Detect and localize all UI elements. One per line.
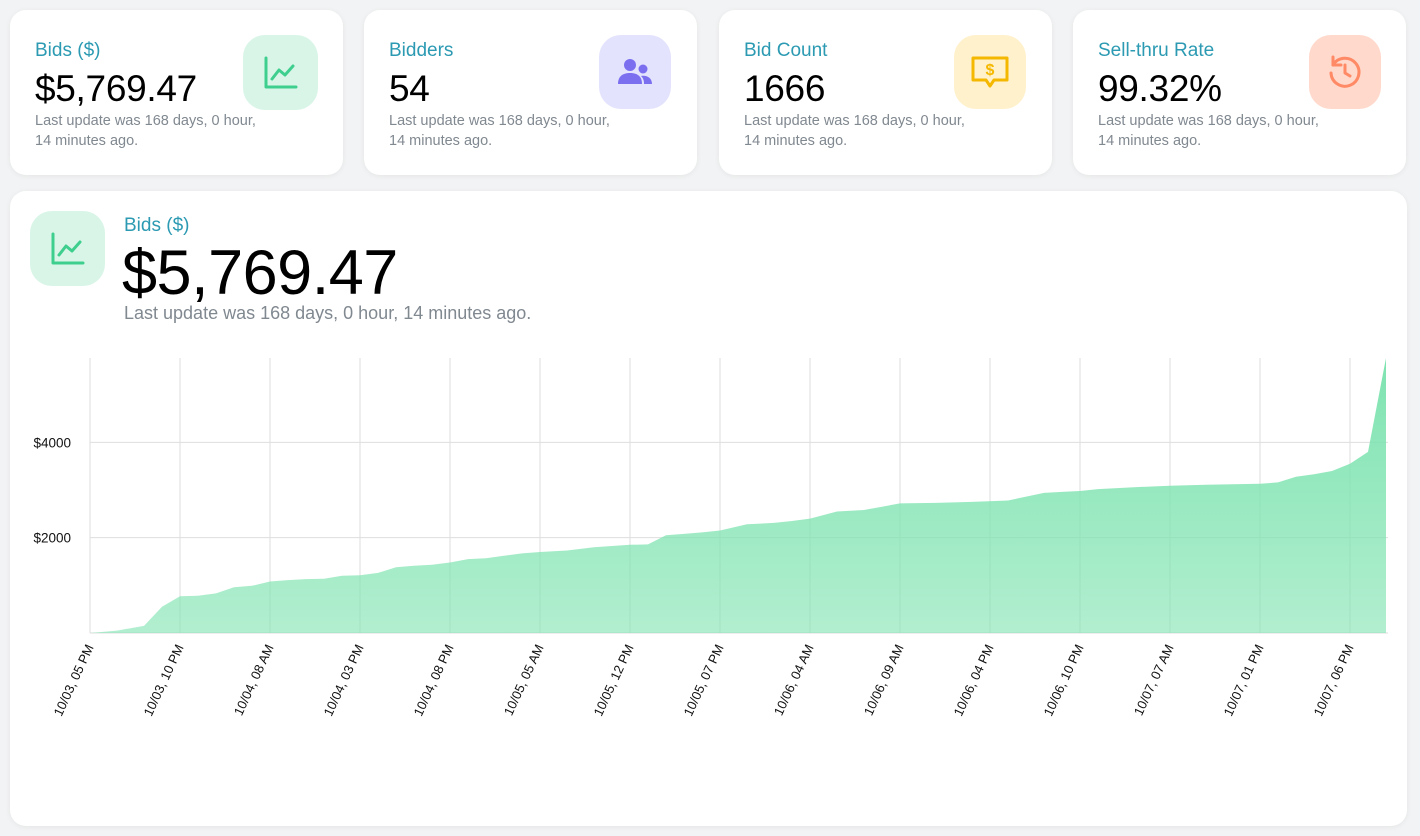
bid-count-stat-note: Last update was 168 days, 0 hour, 14 min… bbox=[744, 113, 965, 149]
x-tick-label: 10/03, 10 PM bbox=[140, 642, 186, 718]
bids-area-series bbox=[90, 358, 1386, 633]
bid-count-stat-value: 1666 bbox=[744, 68, 826, 109]
chart-card-value: $5,769.47 bbox=[122, 238, 398, 308]
y-tick-label: $4000 bbox=[33, 435, 71, 450]
x-tick-label: 10/04, 08 AM bbox=[231, 642, 277, 718]
x-tick-label: 10/05, 07 PM bbox=[680, 642, 726, 718]
bids-stat-card: Bids ($) $5,769.47 Last update was 168 d… bbox=[10, 10, 343, 175]
x-tick-label: 10/06, 09 AM bbox=[861, 642, 907, 718]
sell-thru-stat-title: Sell-thru Rate bbox=[1098, 40, 1215, 61]
users-icon bbox=[599, 35, 671, 109]
chart-card-title: Bids ($) bbox=[124, 215, 190, 236]
x-tick-label: 10/04, 03 PM bbox=[320, 642, 366, 718]
x-tick-label: 10/06, 04 PM bbox=[950, 642, 996, 718]
x-tick-label: 10/07, 06 PM bbox=[1310, 642, 1356, 718]
x-tick-label: 10/07, 01 PM bbox=[1220, 642, 1266, 718]
x-tick-label: 10/05, 05 AM bbox=[501, 642, 547, 718]
bids-stat-note: Last update was 168 days, 0 hour, 14 min… bbox=[35, 113, 256, 149]
chart-line-icon bbox=[30, 211, 105, 286]
bids-chart-card: Bids ($) $5,769.47 Last update was 168 d… bbox=[10, 191, 1407, 826]
bid-count-stat-title: Bid Count bbox=[744, 40, 828, 61]
sell-thru-stat-note: Last update was 168 days, 0 hour, 14 min… bbox=[1098, 113, 1319, 149]
sell-thru-stat-card: Sell-thru Rate 99.32% Last update was 16… bbox=[1073, 10, 1406, 175]
sell-thru-stat-value: 99.32% bbox=[1098, 68, 1222, 109]
bid-count-stat-card: Bid Count 1666 Last update was 168 days,… bbox=[719, 10, 1052, 175]
x-tick-label: 10/07, 07 AM bbox=[1131, 642, 1177, 718]
x-tick-label: 10/06, 10 PM bbox=[1040, 642, 1086, 718]
bidders-stat-card: Bidders 54 Last update was 168 days, 0 h… bbox=[364, 10, 697, 175]
bidders-stat-title: Bidders bbox=[389, 40, 454, 61]
y-tick-label: $2000 bbox=[33, 531, 71, 546]
bidders-stat-value: 54 bbox=[389, 68, 430, 109]
x-tick-label: 10/04, 08 PM bbox=[410, 642, 456, 718]
dollar-message-icon: $ bbox=[954, 35, 1026, 109]
x-tick-label: 10/03, 05 PM bbox=[50, 642, 96, 718]
bids-stat-title: Bids ($) bbox=[35, 40, 101, 61]
svg-text:$: $ bbox=[986, 62, 995, 79]
chart-card-note: Last update was 168 days, 0 hour, 14 min… bbox=[124, 303, 532, 323]
x-tick-label: 10/05, 12 PM bbox=[590, 642, 636, 718]
chart-line-icon bbox=[243, 35, 318, 110]
x-tick-label: 10/06, 04 AM bbox=[771, 642, 817, 718]
bidders-stat-note: Last update was 168 days, 0 hour, 14 min… bbox=[389, 113, 610, 149]
bids-area-chart: $2000 $4000 10/03, 05 PM 10/03, 10 PM 10/04… bbox=[33, 358, 1388, 718]
history-icon bbox=[1309, 35, 1381, 109]
bids-stat-value: $5,769.47 bbox=[35, 68, 197, 109]
